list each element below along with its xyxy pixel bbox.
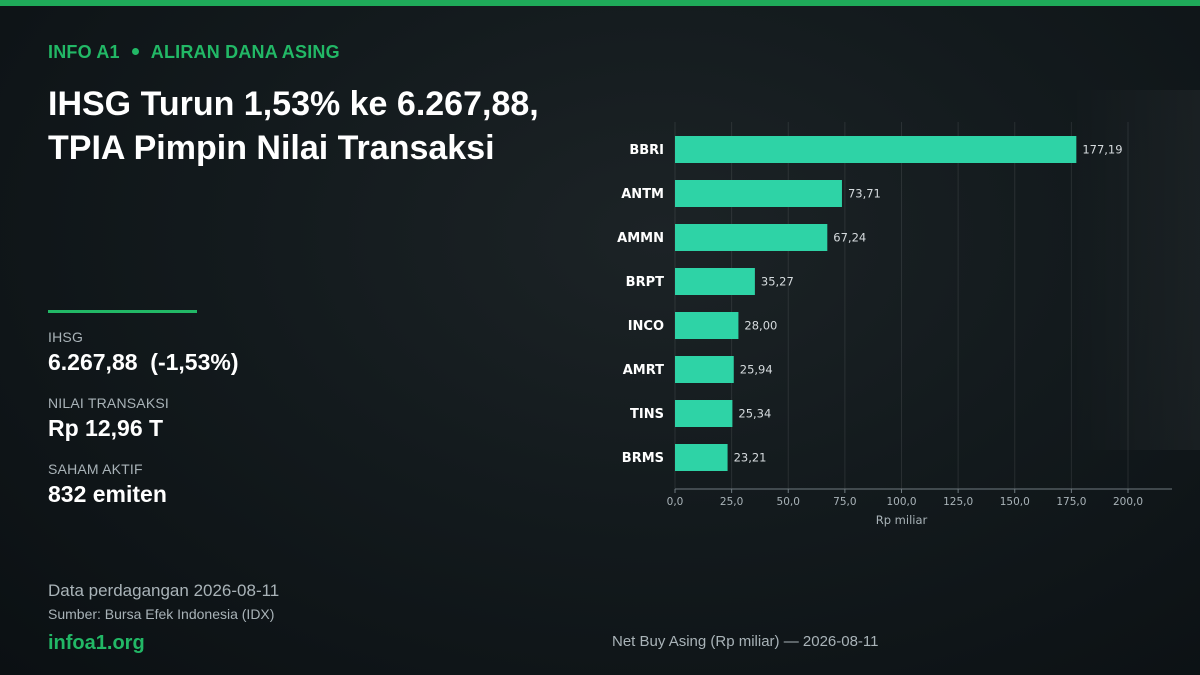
stat-label-nilai-transaksi: NILAI TRANSAKSI [48, 395, 170, 411]
category-label: INCO [628, 319, 664, 334]
category-label: BRPT [626, 275, 664, 290]
x-tick-label: 150,0 [1000, 496, 1030, 508]
bar-inco [675, 312, 739, 339]
net-buy-bar-chart: BBRI 177,19 ANTM 73,71 AMMN 67,24 BRPT 35,27 INC… [617, 122, 1172, 527]
x-axis-title: Rp miliar [876, 513, 928, 527]
stat-value-nilai-transaksi: Rp 12,96 T [48, 415, 164, 441]
bar-amrt [675, 356, 734, 383]
bar-tins [675, 400, 733, 427]
background-glow [1070, 90, 1200, 450]
bars: BBRI 177,19 ANTM 73,71 AMMN 67,24 BRPT 35,27 INC… [617, 136, 1123, 471]
x-tick-label: 50,0 [777, 496, 800, 508]
category-label: TINS [630, 407, 664, 422]
value-label: 28,00 [744, 319, 777, 333]
value-label: 67,24 [833, 231, 866, 245]
footer-site-link[interactable]: infoa1.org [48, 632, 145, 654]
value-label: 73,71 [848, 187, 881, 201]
stat-label-saham-aktif: SAHAM AKTIF [48, 461, 143, 477]
divider-rule [48, 310, 197, 313]
bar-antm [675, 180, 842, 207]
grid-lines [674, 122, 1129, 489]
category-label: BRMS [622, 451, 664, 466]
chart-caption: Net Buy Asing (Rp miliar) — 2026-08-11 [612, 633, 879, 650]
stat-value-saham-aktif: 832 emiten [48, 481, 167, 507]
brand-label: INFO A1 [48, 42, 120, 62]
footer-source: Sumber: Bursa Efek Indonesia (IDX) [48, 606, 275, 622]
headline: IHSG Turun 1,53% ke 6.267,88, TPIA Pimpi… [48, 85, 539, 167]
x-tick-label: 175,0 [1056, 496, 1086, 508]
bar-ammn [675, 224, 828, 251]
category-label: AMRT [623, 363, 664, 378]
footer-date: Data perdagangan 2026-08-11 [48, 581, 280, 600]
x-axis: 0,0 25,0 50,0 75,0 100,0 125,0 150,0 175,0 200,0… [667, 488, 1172, 527]
kicker: INFO A1 ALIRAN DANA ASING [48, 42, 340, 63]
section-label: ALIRAN DANA ASING [150, 42, 340, 62]
separator-dot-icon [131, 48, 139, 56]
category-label: ANTM [621, 187, 664, 202]
x-tick-label: 75,0 [833, 496, 856, 508]
bar-brms [675, 444, 728, 471]
x-tick-label: 100,0 [886, 496, 916, 508]
bar-bbri [675, 136, 1077, 163]
value-label: 25,34 [738, 407, 771, 421]
value-label: 25,94 [740, 363, 773, 377]
top-accent-bar [0, 0, 1200, 6]
x-tick-label: 200,0 [1113, 496, 1143, 508]
value-label: 23,21 [734, 451, 767, 465]
x-tick-label: 25,0 [720, 496, 743, 508]
x-tick-label: 125,0 [943, 496, 973, 508]
stat-label-ihsg: IHSG [48, 329, 84, 345]
category-label: BBRI [629, 143, 664, 158]
bar-brpt [675, 268, 755, 295]
value-label: 35,27 [761, 275, 794, 289]
category-label: AMMN [617, 231, 664, 246]
stat-value-ihsg: 6.267,88 (-1,53%) [48, 349, 239, 375]
x-tick-label: 0,0 [667, 496, 684, 508]
value-label: 177,19 [1082, 143, 1122, 157]
